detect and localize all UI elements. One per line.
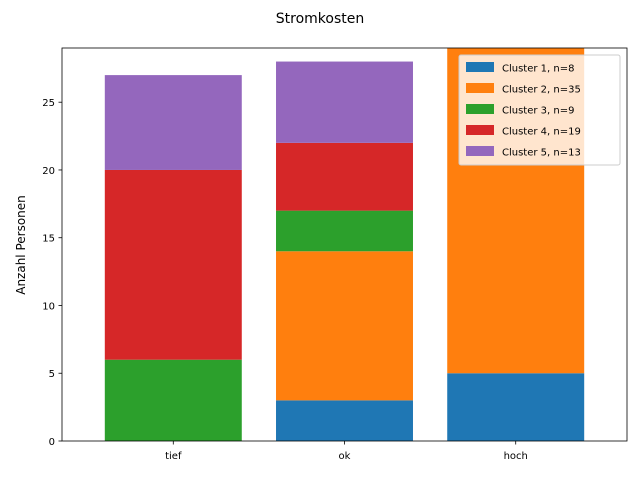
legend-label-series-4: Cluster 4, n=19 — [502, 127, 581, 138]
y-axis-label: Anzahl Personen — [14, 195, 28, 295]
legend-label-series-3: Cluster 3, n=9 — [502, 106, 574, 117]
axes-group: 0 5 10 15 20 25 tief ok hoch — [42, 47, 628, 462]
y-tick-label: 5 — [49, 369, 55, 380]
y-tick-label: 20 — [42, 166, 55, 177]
bar-segment-ok-series-4 — [276, 142, 413, 211]
x-tick-label-ok: ok — [339, 451, 351, 462]
legend-label-series-2: Cluster 2, n=35 — [502, 85, 581, 96]
y-tick-label: 15 — [42, 234, 55, 245]
bar-segment-ok-series-5 — [276, 61, 413, 143]
x-tick-label-hoch: hoch — [504, 451, 528, 462]
y-tick-label: 10 — [42, 301, 55, 312]
legend: Cluster 1, n=8 Cluster 2, n=35 Cluster 3, … — [458, 54, 621, 166]
bar-segment-ok-series-1 — [276, 400, 413, 441]
x-tick-label-tief: tief — [165, 451, 182, 462]
legend-swatch-series-5 — [466, 146, 494, 156]
y-tick-label: 0 — [49, 437, 55, 448]
legend-swatch-series-4 — [466, 125, 494, 135]
chart-title: Stromkosten — [276, 11, 364, 27]
bar-segment-tief-series-3 — [104, 359, 242, 441]
bar-segment-ok-series-3 — [276, 210, 413, 252]
legend-swatch-series-3 — [466, 104, 494, 114]
bar-segment-tief-series-5 — [104, 75, 242, 170]
bar-segment-hoch-series-1 — [447, 373, 585, 441]
y-tick-label: 25 — [42, 98, 55, 109]
legend-label-series-1: Cluster 1, n=8 — [502, 64, 574, 75]
legend-box — [458, 54, 621, 166]
legend-swatch-series-1 — [466, 62, 494, 72]
bar-segment-ok-series-2 — [276, 251, 413, 401]
legend-swatch-series-2 — [466, 83, 494, 93]
legend-label-series-5: Cluster 5, n=13 — [502, 148, 581, 159]
bar-segment-tief-series-4 — [104, 169, 242, 360]
